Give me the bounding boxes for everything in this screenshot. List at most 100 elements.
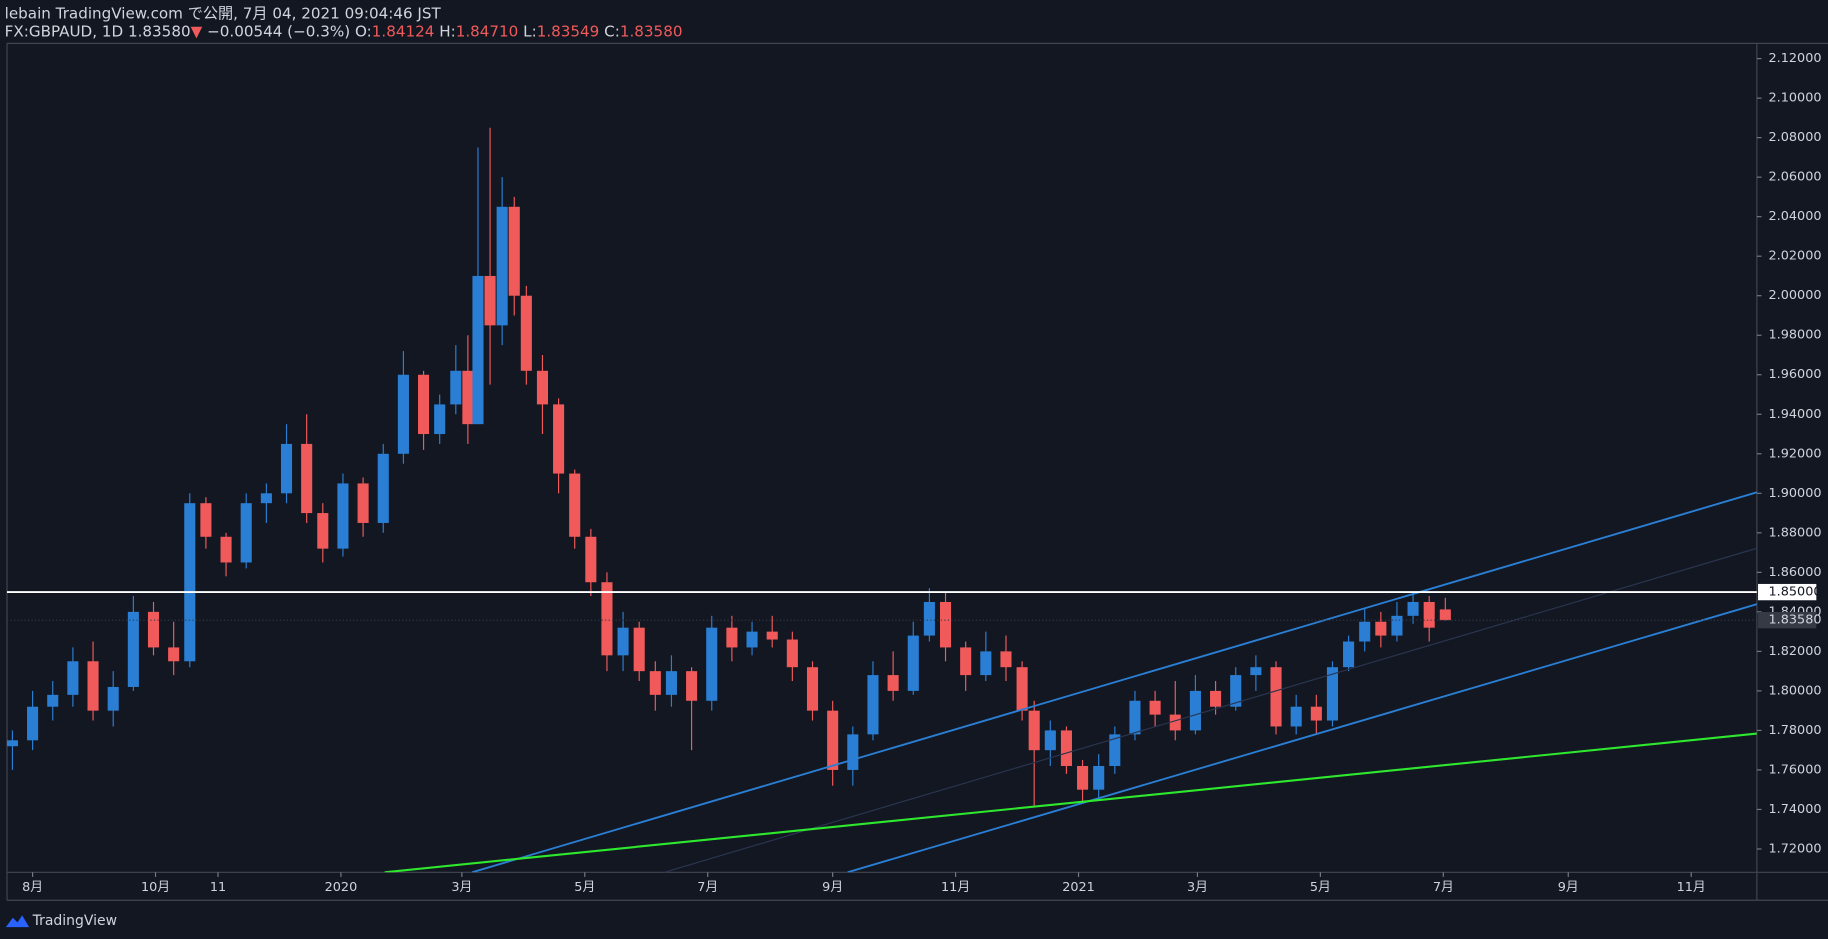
candle-body (1343, 641, 1355, 668)
candle-body (1016, 667, 1028, 711)
candle-body (601, 582, 613, 656)
trend-line (384, 732, 1757, 873)
candle-body (377, 453, 389, 523)
candle-body (107, 686, 119, 711)
candle-body (508, 206, 520, 296)
candle-body (553, 404, 565, 474)
y-tick-label: 1.94000 (1769, 407, 1822, 422)
candle-body (67, 661, 79, 695)
y-tick-label: 2.00000 (1769, 288, 1822, 303)
candle-body (301, 443, 313, 514)
symbol-line: FX:GBPAUD, 1D 1.83580▼ −0.00544 (−0.3%) … (5, 22, 683, 40)
x-tick-label: 7月 (697, 880, 718, 895)
change: −0.00544 (−0.3%) (207, 22, 350, 40)
candle-body (1044, 730, 1056, 751)
candle-body (569, 473, 581, 537)
candle-body (1250, 667, 1262, 676)
candle-body (827, 710, 839, 770)
candle-body (1359, 621, 1371, 642)
y-tick-label: 1.72000 (1769, 841, 1822, 856)
candle-body (200, 503, 212, 537)
y-tick-label: 2.06000 (1769, 170, 1822, 185)
y-tick-label: 1.80000 (1769, 683, 1822, 698)
candle-body (240, 503, 252, 563)
x-tick-label: 2021 (1062, 880, 1095, 895)
trend-line (664, 547, 1757, 873)
candle-body (472, 275, 484, 425)
symbol: FX:GBPAUD, 1D (5, 22, 123, 40)
candle-body (87, 661, 99, 711)
candle-body (907, 635, 919, 691)
candle-body (397, 374, 409, 454)
candle-body (47, 694, 59, 707)
y-tick-label: 2.04000 (1769, 209, 1822, 224)
y-tick-label: 1.78000 (1769, 723, 1822, 738)
x-tick-label: 3月 (451, 880, 472, 895)
y-tick-label: 1.74000 (1769, 802, 1822, 817)
y-tick-label: 1.76000 (1769, 762, 1822, 777)
candle-body (280, 443, 293, 494)
x-tick-label: 2020 (325, 880, 358, 895)
candle-body (536, 370, 549, 405)
candle-body (496, 206, 508, 326)
candle-body (617, 627, 629, 656)
candle-body (649, 671, 661, 695)
candle-body (147, 611, 160, 648)
candle-body (1391, 615, 1403, 636)
close: 1.83580 (620, 22, 683, 40)
last-price-tag (1758, 612, 1817, 629)
candle-body (317, 513, 329, 549)
x-tick-label: 8月 (22, 880, 43, 895)
candle-body (260, 493, 272, 504)
candle-body (520, 295, 532, 371)
candle-body (1310, 706, 1322, 721)
candle-body (887, 675, 899, 691)
candle-body (127, 611, 139, 687)
candle-body (1189, 690, 1201, 731)
price-tag-label: 1.85000 (1769, 585, 1822, 600)
h-label: H: (439, 22, 455, 40)
y-tick-label: 1.98000 (1769, 328, 1822, 343)
candle-body (806, 667, 819, 711)
candle-body (1149, 700, 1161, 715)
candle-body (1060, 730, 1072, 766)
candle-body (585, 536, 597, 583)
candle-body (450, 370, 462, 405)
x-tick-label: 11月 (941, 880, 970, 895)
x-tick-label: 10月 (141, 880, 170, 895)
y-tick-label: 1.88000 (1769, 525, 1822, 540)
y-tick-label: 2.10000 (1769, 91, 1822, 106)
candle-body (1439, 609, 1451, 621)
x-tick-label: 11月 (1677, 880, 1706, 895)
y-tick-label: 1.82000 (1769, 644, 1822, 659)
brand: TradingView (32, 913, 117, 929)
last-price-label: 1.83580 (1769, 613, 1822, 628)
candle-body (939, 601, 952, 648)
candle-body (665, 671, 677, 695)
candle-body (1093, 765, 1105, 790)
candle-body (1423, 601, 1435, 628)
x-tick-label: 7月 (1433, 880, 1454, 895)
x-tick-label: 9月 (1558, 880, 1579, 895)
candle-body (746, 631, 758, 648)
candle-body (706, 627, 718, 701)
candle-body (1407, 601, 1419, 616)
candle-body (6, 740, 18, 747)
candle-body (434, 404, 446, 435)
y-tick-label: 1.86000 (1769, 565, 1822, 580)
o-label: O: (355, 22, 372, 40)
candle-body (418, 374, 430, 435)
low: 1.83549 (537, 22, 600, 40)
candle-body (980, 651, 992, 676)
candle-body (1028, 710, 1040, 751)
l-label: L: (523, 22, 537, 40)
candle-body (1230, 675, 1242, 707)
y-tick-label: 1.90000 (1769, 486, 1822, 501)
trend-line (471, 491, 1757, 873)
candle-body (357, 483, 369, 523)
candle-body (1210, 690, 1222, 707)
price-tag (1758, 583, 1817, 601)
y-tick-label: 1.92000 (1769, 446, 1822, 461)
y-tick-label: 2.12000 (1769, 51, 1822, 66)
